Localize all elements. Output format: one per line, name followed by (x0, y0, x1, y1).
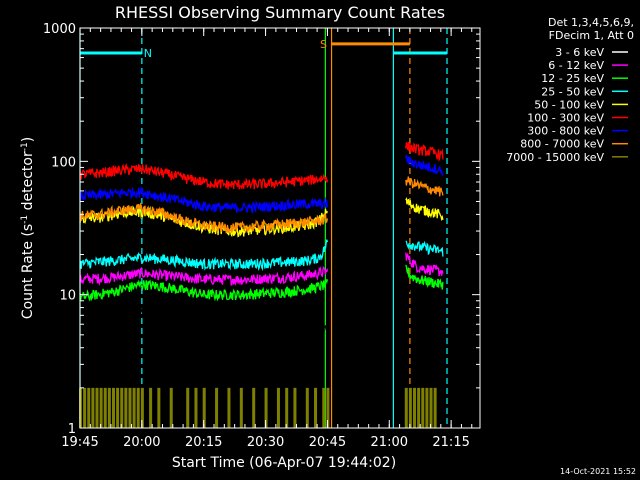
series-7000-15000-kev-spike (124, 387, 128, 428)
series-7000-15000-kev-spike (433, 387, 437, 428)
y-axis-label-part-2: detector (20, 151, 36, 215)
y-axis-label: Count Rate (s-1 detector-1) (20, 137, 36, 319)
legend-label: 100 - 300 keV (527, 112, 604, 125)
series-7000-15000-kev-spike (103, 387, 107, 428)
series-7000-15000-kev-spike (186, 387, 190, 428)
series-7000-15000-kev-spike (95, 387, 99, 428)
series-800-7000-kev (79, 201, 329, 234)
series-7000-15000-kev-spike (413, 387, 417, 428)
plot-frame (79, 27, 481, 429)
legend-label: 6 - 12 keV (548, 59, 604, 72)
series-800-7000-kev (405, 176, 444, 197)
x-tick-label: 21:00 (371, 435, 408, 450)
series-7000-15000-kev-spike (421, 387, 425, 428)
legend-label: 300 - 800 keV (527, 125, 604, 138)
series-100-300-kev (79, 163, 329, 190)
legend-label: 7000 - 15000 keV (506, 151, 604, 164)
series-7000-15000-kev-spike (285, 387, 289, 428)
series-25-50-kev (79, 239, 329, 272)
status-bars: NS (80, 38, 448, 60)
legend-header: Det 1,3,4,5,6,9, FDecim 1, Att 0 (548, 16, 634, 42)
series-7000-15000-kev-spike (425, 387, 429, 428)
series-7000-15000-kev-spike (252, 387, 256, 428)
series-7000-15000-kev-spike (202, 387, 206, 428)
y-tick-label: 1000 (43, 22, 76, 37)
series-7000-15000-kev-spike (194, 387, 198, 428)
chart-title: RHESSI Observing Summary Count Rates (115, 3, 445, 22)
series-7000-15000-kev-spike (136, 387, 140, 428)
y-tick-label: 10 (59, 289, 76, 304)
x-axis: 19:45 20:00 20:15 20:30 20:45 21:00 21:15 (61, 28, 473, 450)
series-300-800-kev (79, 187, 329, 215)
series-7000-15000-kev-spike (157, 387, 161, 428)
series-7000-15000-kev-spike (404, 387, 408, 428)
series-12-25-kev (405, 264, 444, 290)
x-tick-label: 20:45 (309, 435, 346, 450)
series-12-25-kev (79, 278, 329, 302)
status-bar-label: N (144, 47, 152, 60)
y-axis-label-part-1: Count Rate (s (20, 224, 36, 319)
series-7000-15000-kev-spike (116, 387, 120, 428)
series-6-12-kev (79, 266, 329, 287)
series-25-50-kev (405, 240, 444, 257)
series-7000-15000-kev-spike (140, 387, 144, 428)
series-7000-15000-kev-spike (239, 387, 243, 428)
series-7000-15000-kev-spike (91, 387, 95, 428)
series-7000-15000-kev-spike (99, 387, 103, 428)
series-50-100-kev (405, 197, 444, 222)
series-7000-15000-kev-spike (305, 387, 309, 428)
series-7000-15000-kev-spike (314, 387, 318, 428)
legend-label: 800 - 7000 keV (520, 138, 604, 151)
x-tick-label: 19:45 (61, 435, 98, 450)
y-axis-label-exponent-2: -1 (20, 142, 30, 151)
x-tick-label: 20:30 (247, 435, 284, 450)
y-axis: 1 10 100 1000 (43, 22, 480, 437)
series-7000-15000-kev-spike (429, 387, 433, 428)
series-7000-15000-kev-spike (120, 387, 124, 428)
series-7000-15000-kev-spike (128, 387, 132, 428)
series-3-6-kev (79, 306, 329, 346)
series-7000-15000-kev-spike (264, 387, 268, 428)
series-100-300-kev (405, 141, 444, 162)
x-axis-label: Start Time (06-Apr-07 19:44:02) (172, 455, 396, 471)
legend-label: 50 - 100 keV (534, 98, 604, 111)
series-7000-15000-kev-spike (322, 387, 326, 428)
y-axis-label-part-3: ) (20, 137, 36, 142)
series-7000-15000-kev-spike (87, 387, 91, 428)
data-series (79, 141, 444, 428)
legend-header-line-1: Det 1,3,4,5,6,9, (548, 16, 634, 29)
x-tick-label: 21:15 (432, 435, 469, 450)
y-axis-label-exponent-1: -1 (20, 215, 30, 224)
y-tick-label: 100 (51, 155, 76, 170)
series-7000-15000-kev-spike (326, 387, 330, 428)
series-7000-15000-kev-spike (417, 387, 421, 428)
series-7000-15000-kev-spike (169, 387, 173, 428)
x-tick-label: 20:15 (185, 435, 222, 450)
series-7000-15000-kev-spike (149, 387, 153, 428)
y-tick-label: 1 (68, 422, 76, 437)
legend-label: 25 - 50 keV (541, 85, 604, 98)
series-6-12-kev (405, 252, 444, 277)
series-7000-15000-kev-spike (215, 387, 219, 428)
series-3-6-kev (405, 277, 444, 324)
legend-header-line-2: FDecim 1, Att 0 (549, 29, 634, 42)
series-7000-15000-kev-spike (83, 387, 87, 428)
series-7000-15000-kev-spike (107, 387, 111, 428)
series-7000-15000-kev-spike (111, 387, 115, 428)
series-300-800-kev (405, 154, 444, 176)
series-7000-15000-kev-spike (276, 387, 280, 428)
series-7000-15000-kev-spike (408, 387, 412, 428)
series-7000-15000-kev-spike (227, 387, 231, 428)
footer-timestamp: 14-Oct-2021 15:52 (560, 467, 636, 476)
status-bar-label: S (320, 38, 327, 51)
x-tick-label: 20:00 (123, 435, 160, 450)
series-7000-15000-kev-spike (293, 387, 297, 428)
legend-label: 3 - 6 keV (555, 46, 604, 59)
series-7000-15000-kev-spike (132, 387, 136, 428)
legend-label: 12 - 25 keV (541, 72, 604, 85)
